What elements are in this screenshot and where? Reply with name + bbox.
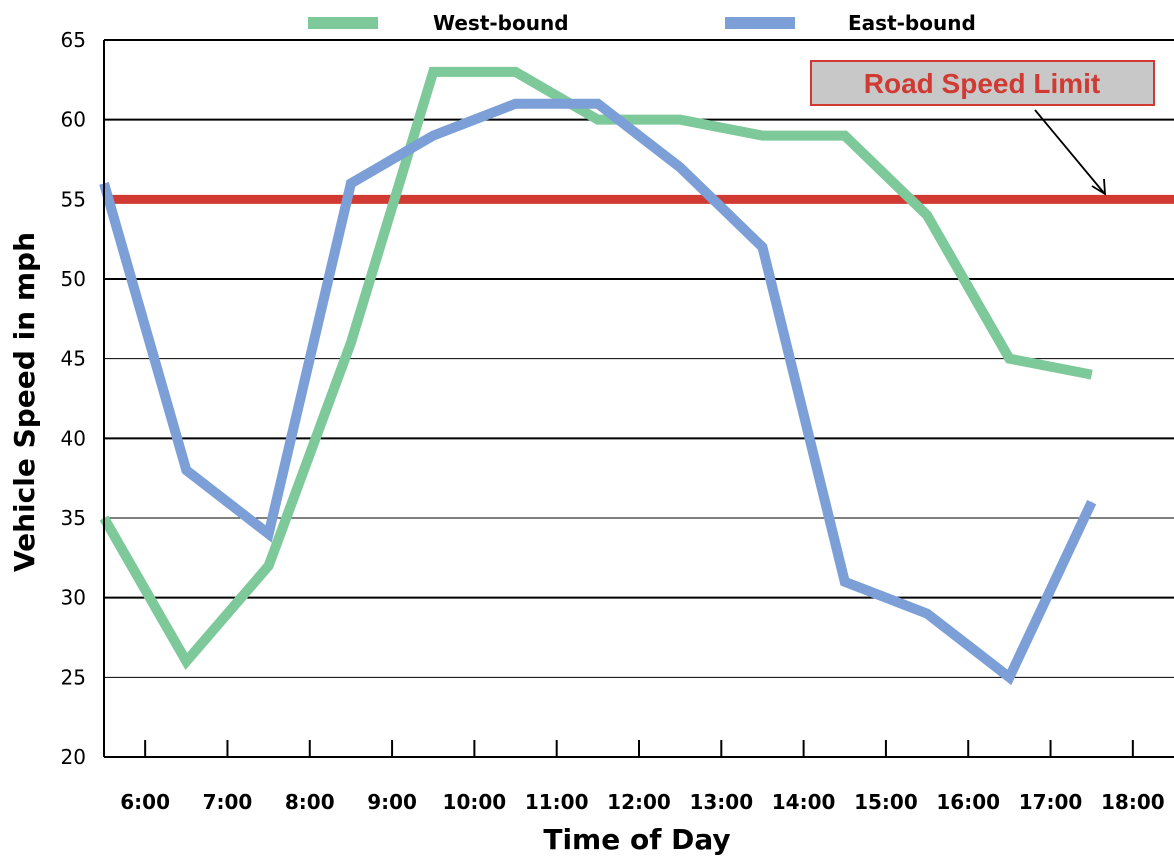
x-tick-label-1000: 10:00 (443, 790, 507, 814)
data-point-east-bound-9 (844, 581, 846, 583)
data-point-east-bound-10 (926, 613, 928, 615)
x-tick-label-1200: 12:00 (607, 790, 671, 814)
legend-label-east-bound: East-bound (848, 11, 976, 35)
data-point-east-bound-3 (350, 182, 352, 184)
speed-limit-annotation-arrow (1034, 109, 1105, 194)
legend-label-west-bound: West-bound (433, 11, 569, 35)
data-point-east-bound-8 (761, 246, 763, 248)
data-point-east-bound-11 (1008, 676, 1010, 678)
y-tick-labels: 20 25 30 35 40 45 50 55 60 65 (61, 28, 86, 769)
legend: West-bound East-bound (308, 11, 976, 35)
data-point-west-bound-5 (515, 71, 517, 73)
data-point-east-bound-7 (679, 166, 681, 168)
y-tick-label-50: 50 (61, 267, 86, 291)
data-point-west-bound-4 (432, 71, 434, 73)
speed-limit-annotation-box (810, 60, 1155, 106)
y-tick-label-45: 45 (61, 347, 86, 371)
data-point-east-bound-6 (597, 103, 599, 105)
data-point-west-bound-9 (844, 135, 846, 137)
speed-limit-annotation: Road Speed Limit (810, 60, 1155, 196)
y-tick-label-55: 55 (61, 187, 86, 211)
data-point-west-bound-11 (1008, 358, 1010, 360)
y-tick-label-20: 20 (61, 745, 86, 769)
data-point-west-bound-12 (1091, 374, 1093, 376)
axes-group (103, 40, 1174, 758)
x-tick-label-700: 7:00 (203, 790, 253, 814)
data-point-east-bound-4 (432, 135, 434, 137)
data-point-west-bound-8 (761, 135, 763, 137)
legend-swatch-west-bound (308, 17, 378, 29)
y-tick-label-30: 30 (61, 586, 86, 610)
data-point-west-bound-6 (597, 119, 599, 121)
data-point-west-bound-2 (268, 565, 270, 567)
data-point-east-bound-5 (515, 103, 517, 105)
x-tick-label-900: 9:00 (367, 790, 417, 814)
series-line-west-bound (99, 66, 1093, 671)
legend-swatch-east-bound (725, 17, 795, 29)
y-tick-label-65: 65 (61, 28, 86, 52)
data-point-east-bound-1 (185, 469, 187, 471)
data-point-west-bound-10 (926, 214, 928, 216)
y-tick-label-60: 60 (61, 108, 86, 132)
x-tick-label-800: 8:00 (285, 790, 335, 814)
x-tick-label-1300: 13:00 (689, 790, 753, 814)
x-tick-label-1500: 15:00 (854, 790, 918, 814)
y-tick-label-35: 35 (61, 506, 86, 530)
x-tick-label-1600: 16:00 (936, 790, 1000, 814)
x-tick-label-600: 6:00 (120, 790, 170, 814)
x-tick-label-1800: 18:00 (1101, 790, 1165, 814)
y-tick-label-40: 40 (61, 426, 86, 450)
series-group (99, 66, 1097, 686)
x-tick-label-1700: 17:00 (1019, 790, 1083, 814)
speed-limit-annotation-arrowhead (1091, 178, 1107, 196)
y-axis-title: Vehicle Speed in mph (8, 232, 41, 572)
x-tick-labels: 6:00 7:00 8:00 9:00 10:00 11:00 12:00 13:00 14:0… (120, 790, 1164, 814)
x-axis-title: Time of Day (543, 823, 730, 856)
data-point-east-bound-2 (268, 533, 270, 535)
data-point-west-bound-3 (350, 342, 352, 344)
x-tick-label-1100: 11:00 (525, 790, 589, 814)
data-point-east-bound-12 (1091, 501, 1093, 503)
y-tick-label-25: 25 (61, 665, 86, 689)
data-point-west-bound-7 (679, 119, 681, 121)
speed-limit-annotation-text: Road Speed Limit (864, 68, 1100, 99)
x-tick-label-1400: 14:00 (772, 790, 836, 814)
data-point-west-bound-1 (185, 660, 187, 662)
